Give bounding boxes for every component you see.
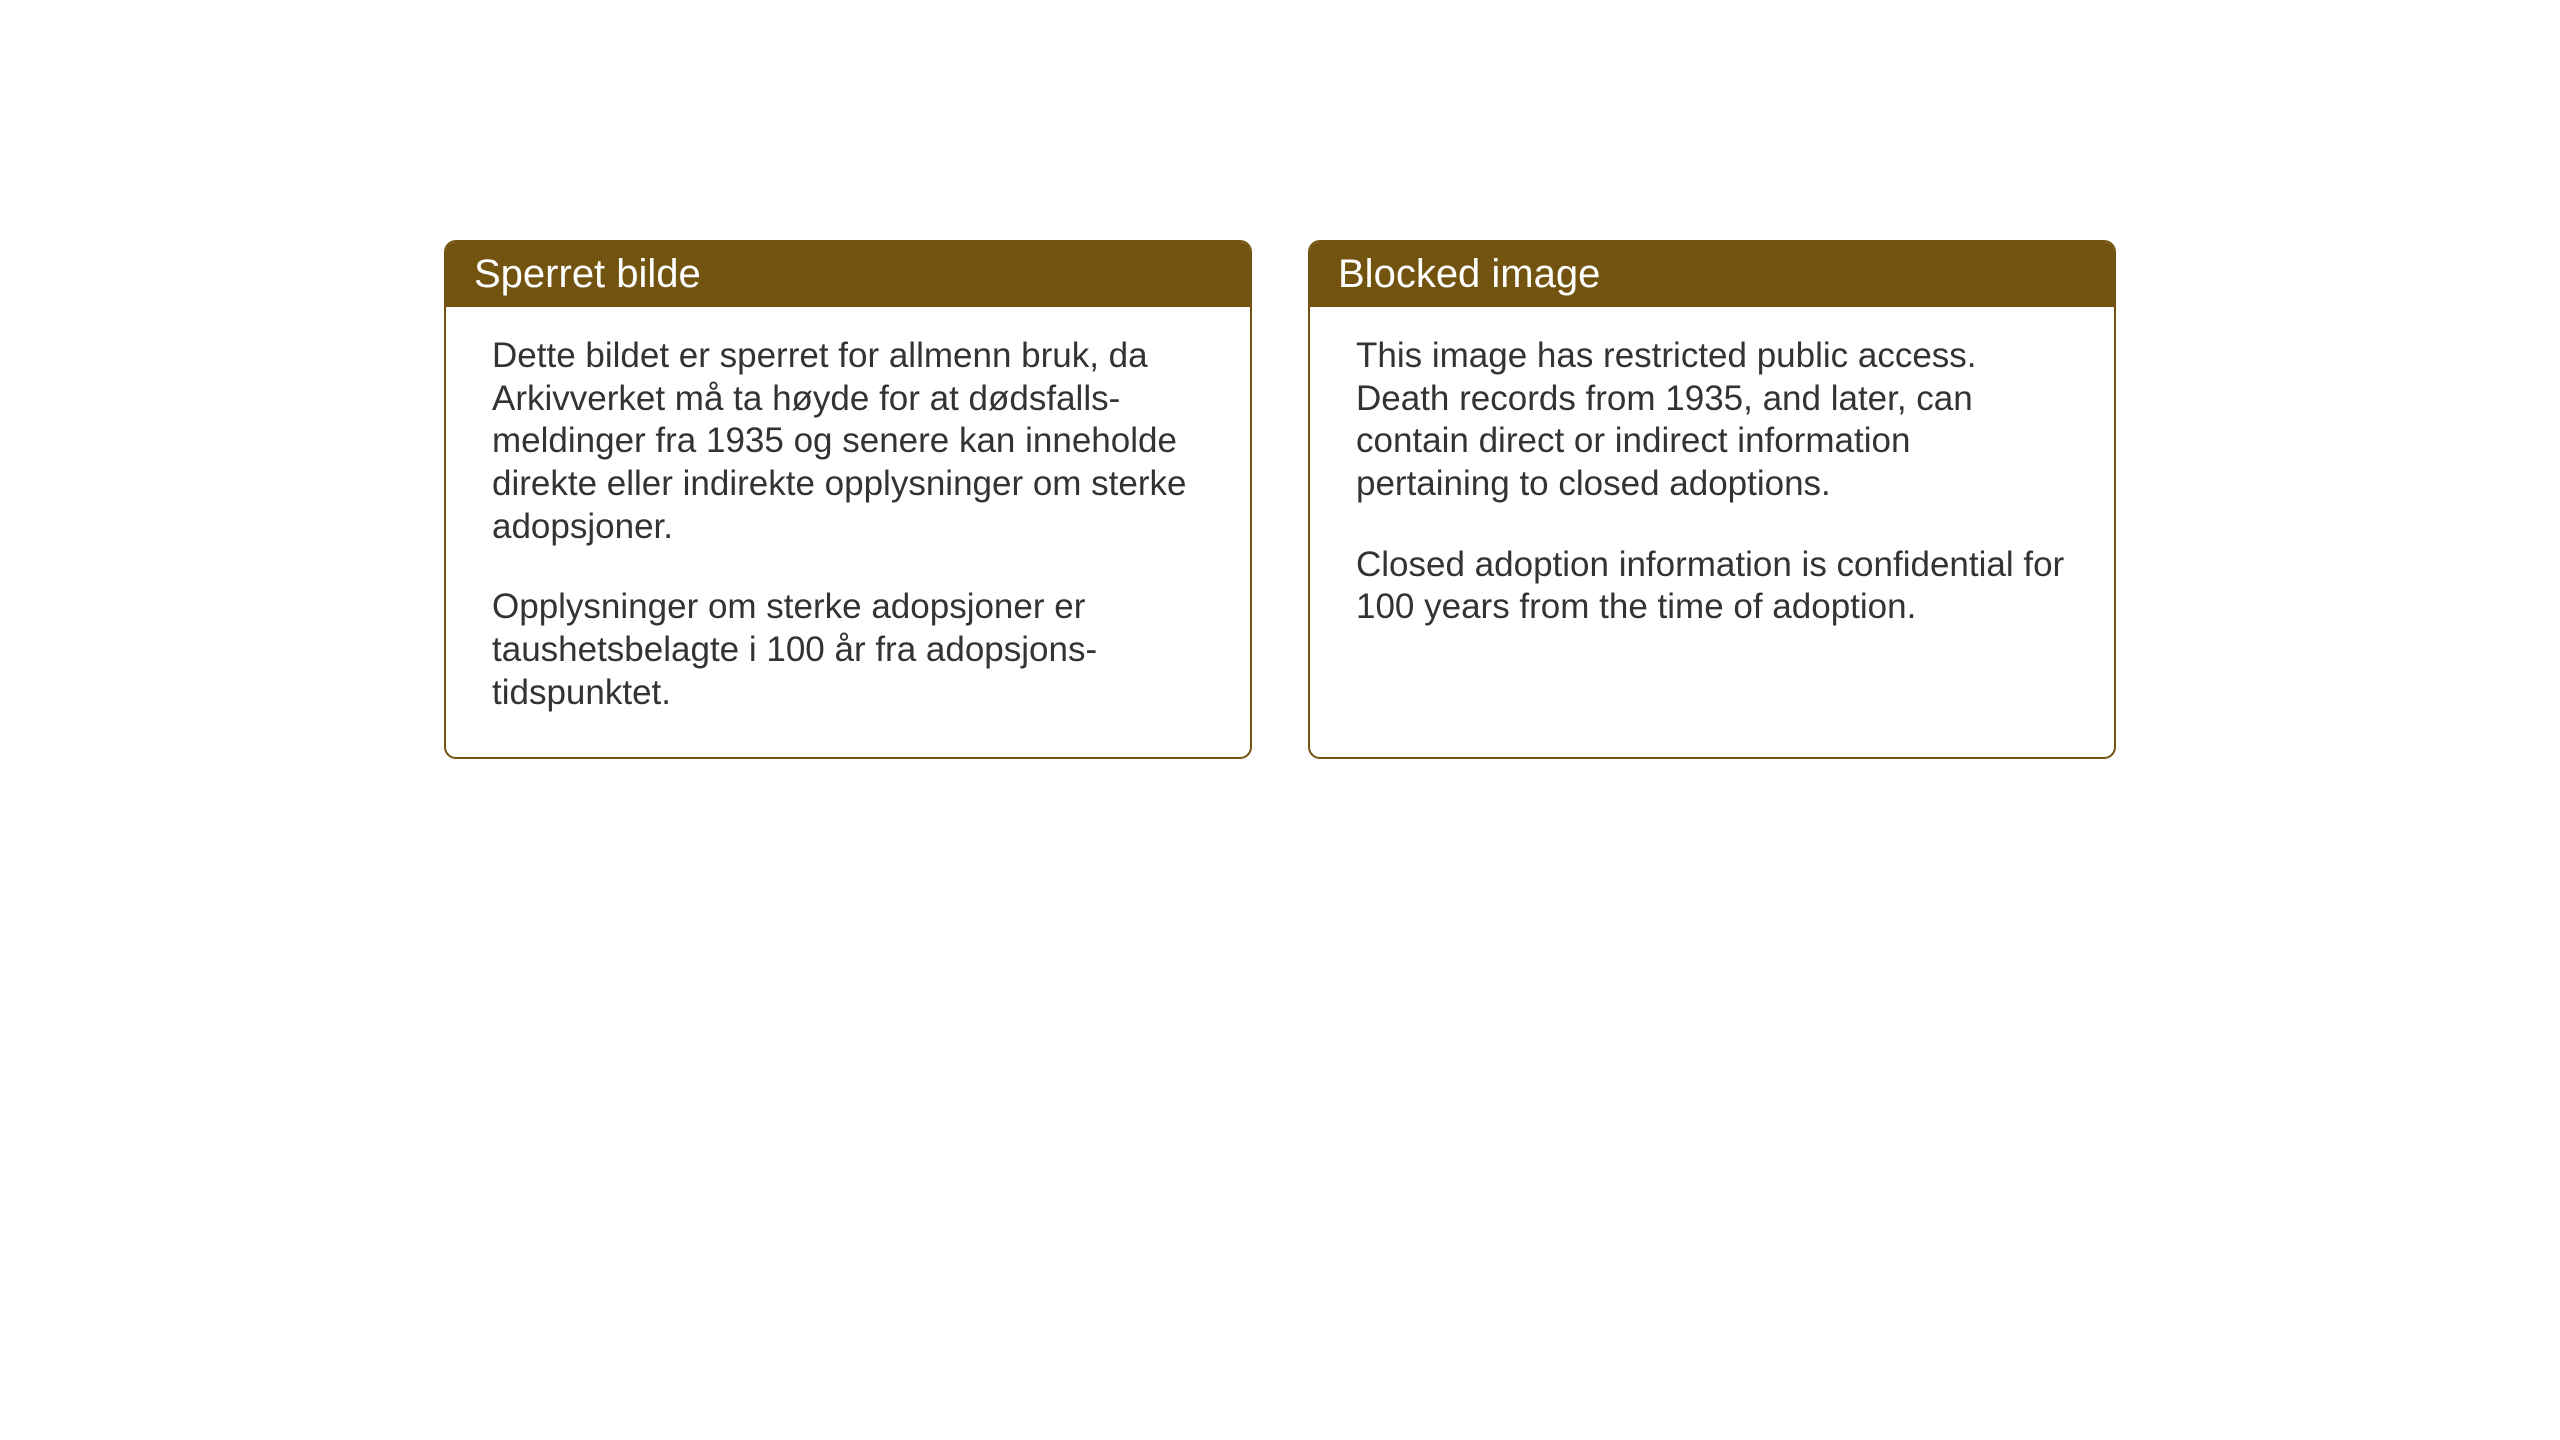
card-header: Sperret bilde — [446, 242, 1250, 307]
card-body: Dette bildet er sperret for allmenn bruk… — [446, 307, 1250, 757]
card-paragraph: Closed adoption information is confident… — [1356, 544, 2068, 629]
notice-card-norwegian: Sperret bilde Dette bildet er sperret fo… — [444, 240, 1252, 759]
card-paragraph: This image has restricted public access.… — [1356, 335, 2068, 506]
card-header: Blocked image — [1310, 242, 2114, 307]
card-title: Sperret bilde — [474, 252, 701, 296]
card-paragraph: Dette bildet er sperret for allmenn bruk… — [492, 335, 1204, 548]
notice-container: Sperret bilde Dette bildet er sperret fo… — [444, 240, 2116, 759]
card-paragraph: Opplysninger om sterke adopsjoner er tau… — [492, 586, 1204, 714]
card-body: This image has restricted public access.… — [1310, 307, 2114, 671]
notice-card-english: Blocked image This image has restricted … — [1308, 240, 2116, 759]
card-title: Blocked image — [1338, 252, 1600, 296]
